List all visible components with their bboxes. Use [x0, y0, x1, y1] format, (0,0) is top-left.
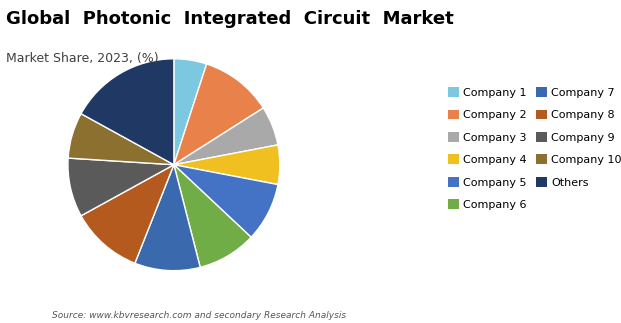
Wedge shape: [81, 59, 174, 165]
Wedge shape: [68, 158, 174, 216]
Legend: Company 1, Company 2, Company 3, Company 4, Company 5, Company 6, Company 7, Com: Company 1, Company 2, Company 3, Company…: [448, 87, 621, 210]
Text: Global  Photonic  Integrated  Circuit  Market: Global Photonic Integrated Circuit Marke…: [6, 10, 454, 28]
Wedge shape: [81, 165, 174, 263]
Wedge shape: [135, 165, 200, 271]
Wedge shape: [174, 165, 278, 237]
Wedge shape: [174, 59, 207, 165]
Text: Source: www.kbvresearch.com and secondary Research Analysis: Source: www.kbvresearch.com and secondar…: [52, 311, 346, 320]
Text: Market Share, 2023, (%): Market Share, 2023, (%): [6, 52, 159, 65]
Wedge shape: [68, 114, 174, 165]
Wedge shape: [174, 165, 251, 267]
Wedge shape: [174, 108, 278, 165]
Wedge shape: [174, 64, 263, 165]
Wedge shape: [174, 145, 280, 184]
